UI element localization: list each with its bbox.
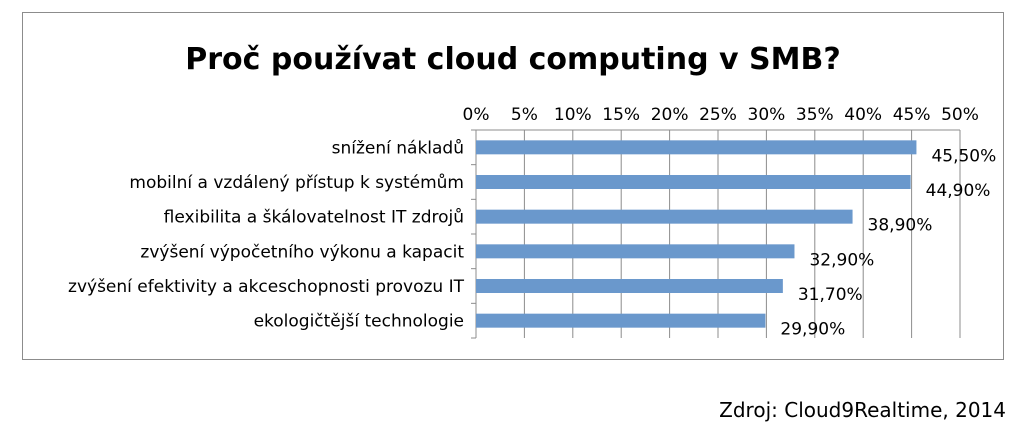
bar <box>476 313 766 328</box>
data-label: 31,70% <box>798 285 863 305</box>
category-label: zvýšení výpočetního výkonu a kapacit <box>140 242 464 262</box>
category-label: ekologičtější technologie <box>254 312 464 332</box>
x-tick-label: 35% <box>796 105 834 125</box>
bar <box>476 244 795 259</box>
x-tick-label: 40% <box>844 105 882 125</box>
source-note: Zdroj: Cloud9Realtime, 2014 <box>719 398 1006 422</box>
data-label: 32,90% <box>809 250 874 270</box>
x-tick-label: 10% <box>554 105 592 125</box>
x-tick-label: 50% <box>941 105 979 125</box>
data-label: 38,90% <box>868 216 933 236</box>
data-label: 45,50% <box>931 146 996 166</box>
x-tick-label: 25% <box>699 105 737 125</box>
bar <box>476 140 917 155</box>
data-label: 29,90% <box>780 320 845 340</box>
x-tick-label: 20% <box>651 105 689 125</box>
x-tick-label: 15% <box>602 105 640 125</box>
x-tick-label: 0% <box>463 105 490 125</box>
category-label: snížení nákladů <box>332 138 464 158</box>
bar <box>476 279 783 293</box>
x-tick-label: 5% <box>511 105 538 125</box>
x-tick-label: 30% <box>748 105 786 125</box>
category-label: flexibilita a škálovatelnost IT zdrojů <box>164 208 464 228</box>
category-label: zvýšení efektivity a akceschopnosti prov… <box>68 277 465 297</box>
chart-title: Proč používat cloud computing v SMB? <box>185 42 841 77</box>
bar <box>476 175 911 189</box>
bar <box>476 209 853 224</box>
data-label: 44,90% <box>926 181 991 201</box>
x-tick-label: 45% <box>893 105 931 125</box>
category-label: mobilní a vzdálený přístup k systémům <box>129 173 464 193</box>
